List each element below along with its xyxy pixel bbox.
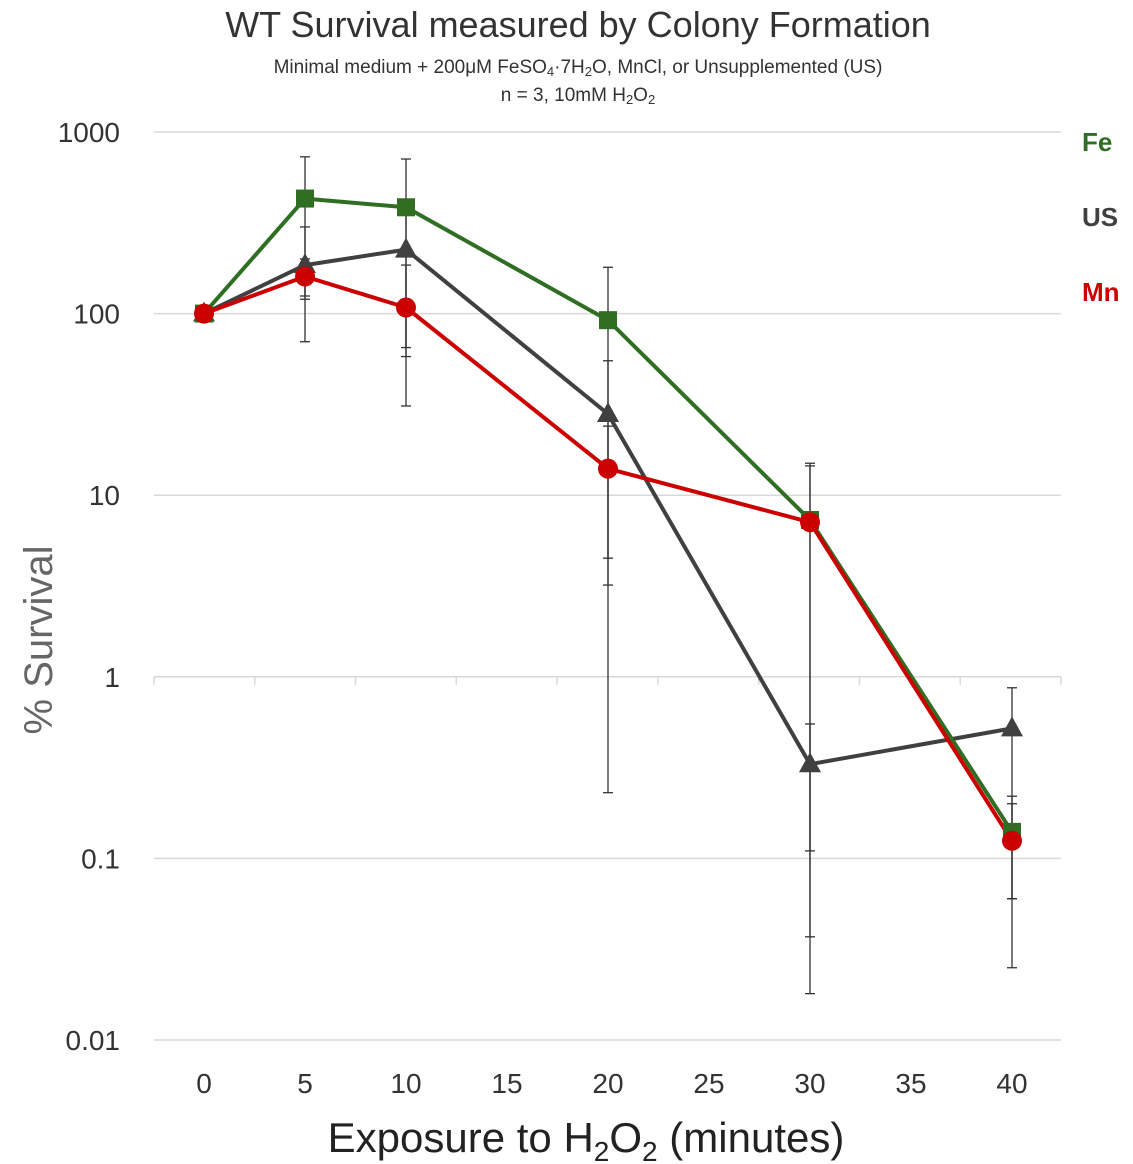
x-tick-label-2: 10 — [390, 1068, 421, 1099]
marker-fe-1 — [296, 189, 314, 208]
marker-fe-2 — [397, 198, 415, 217]
series-line-mn — [203, 274, 1014, 842]
marker-mn-2 — [396, 297, 416, 318]
y-tick-label-1: 100 — [73, 299, 120, 330]
legend-label-us: US — [1082, 202, 1118, 232]
x-tick-label-4: 20 — [592, 1068, 623, 1099]
y-tick-labels: 1000 100 10 1 0.1 0.01 — [58, 117, 120, 1056]
marker-mn-3 — [598, 458, 618, 479]
y-tick-label-0: 1000 — [58, 117, 120, 148]
chart-subtitle: Minimal medium + 200μM FeSO4·7H2O, MnCl,… — [0, 56, 1133, 112]
marker-us-3 — [597, 401, 619, 422]
chart-title: WT Survival measured by Colony Formation — [225, 4, 931, 45]
x-tick-label-3: 15 — [491, 1068, 522, 1099]
y-tick-label-3: 1 — [104, 662, 120, 693]
x-tick-label-8: 40 — [996, 1068, 1027, 1099]
series-lines — [202, 196, 1014, 842]
y-tick-label-2: 10 — [89, 480, 120, 511]
y-tick-label-4: 0.1 — [81, 843, 120, 874]
series-line-us — [203, 247, 1013, 767]
x-tick-label-7: 35 — [895, 1068, 926, 1099]
x-tick-labels: 0 5 10 15 20 25 30 35 40 — [196, 1068, 1027, 1099]
x-axis-title: Exposure to H2O2 (minutes) — [328, 1114, 845, 1164]
x-tick-label-5: 25 — [693, 1068, 724, 1099]
legend: Fe US Mn — [1082, 127, 1120, 307]
legend-label-fe: Fe — [1082, 127, 1112, 157]
subtitle-line-2: n = 3, 10mM H2O2 — [500, 85, 656, 107]
marker-us-1 — [294, 253, 316, 274]
marker-us-4 — [799, 752, 821, 773]
marker-us-5 — [1001, 716, 1023, 737]
error-bars — [300, 156, 1017, 995]
x-tick-label-6: 30 — [794, 1068, 825, 1099]
marker-mn-4 — [800, 512, 820, 533]
y-tick-label-5: 0.01 — [66, 1025, 121, 1056]
marker-mn-0 — [194, 303, 214, 324]
marker-mn-1 — [295, 266, 315, 287]
marker-mn-5 — [1002, 830, 1022, 851]
series-markers — [193, 189, 1023, 851]
y-axis-title: % Survival — [17, 546, 61, 735]
subtitle-line-1: Minimal medium + 200μM FeSO4·7H2O, MnCl,… — [273, 57, 883, 79]
legend-label-mn: Mn — [1082, 277, 1120, 307]
marker-fe-3 — [599, 311, 617, 330]
marker-us-2 — [395, 237, 417, 258]
x-tick-label-0: 0 — [196, 1068, 212, 1099]
x-tick-label-1: 5 — [297, 1068, 313, 1099]
